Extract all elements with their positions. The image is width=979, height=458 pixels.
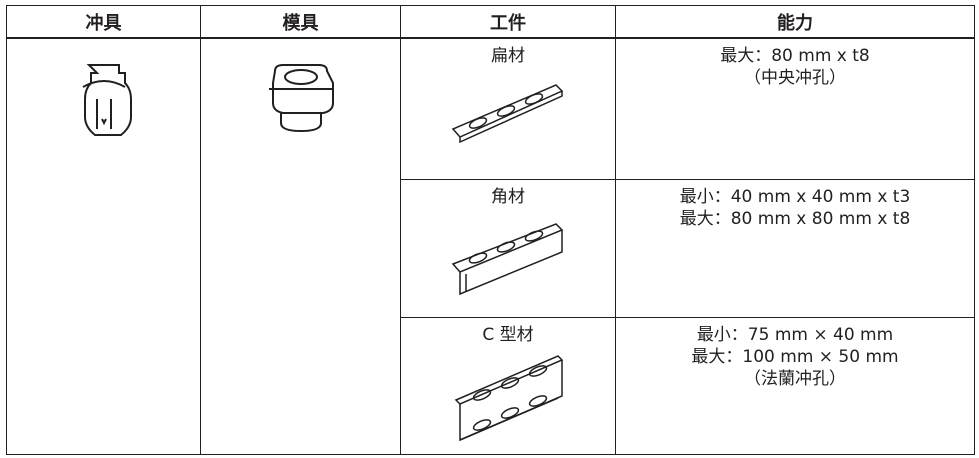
capacity-line: 最大：100 mm × 50 mm: [691, 346, 899, 367]
header-cell: 工件: [400, 5, 616, 39]
capacity-line: 最大：80 mm x t8: [720, 46, 870, 66]
workpiece-cell: 角材: [400, 178, 616, 318]
capacity-line: 最小：40 mm x 40 mm x t3: [679, 186, 911, 207]
row: C 型材 最小：75 mm × 40 mm 最大：100 mm × 50 mm …: [7, 316, 975, 455]
flat-bar-icon: [451, 84, 564, 144]
workpiece-cell: 扁材: [400, 37, 616, 180]
punch-icon: [82, 64, 132, 136]
header-row: 冲具 模具 工件 能力: [6, 5, 975, 39]
die-cell: [200, 37, 401, 455]
capacity-line: （中央冲孔）: [744, 68, 846, 88]
workpiece-name: 扁材: [491, 46, 525, 66]
capacity-cell: 最小：75 mm × 40 mm 最大：100 mm × 50 mm （法蘭冲孔…: [615, 316, 975, 455]
capacity-cell: 最大：80 mm x t8 （中央冲孔）: [615, 37, 975, 180]
capacity-line: （法蘭冲孔）: [744, 368, 846, 389]
spec-table: 冲具 模具 工件 能力 扁材 最大：80 mm x t8 （中央冲孔） 角材 最…: [6, 5, 975, 455]
punch-cell: [6, 37, 201, 455]
workpiece-name: C 型材: [482, 324, 534, 345]
header-cell: 能力: [615, 5, 975, 39]
angle-icon: [451, 222, 564, 295]
header-cell: 模具: [200, 5, 401, 39]
capacity-line: 最小：75 mm × 40 mm: [696, 324, 894, 345]
c-channel-icon: [454, 354, 564, 441]
row: 扁材 最大：80 mm x t8 （中央冲孔）: [6, 37, 975, 455]
header-cell: 冲具: [6, 5, 201, 39]
workpiece-cell: C 型材: [400, 316, 616, 455]
capacity-cell: 最小：40 mm x 40 mm x t3 最大：80 mm x 80 mm x…: [615, 178, 975, 318]
capacity-line: 最大：80 mm x 80 mm x t8: [679, 208, 911, 229]
workpiece-name: 角材: [491, 186, 525, 207]
die-icon: [268, 64, 334, 133]
